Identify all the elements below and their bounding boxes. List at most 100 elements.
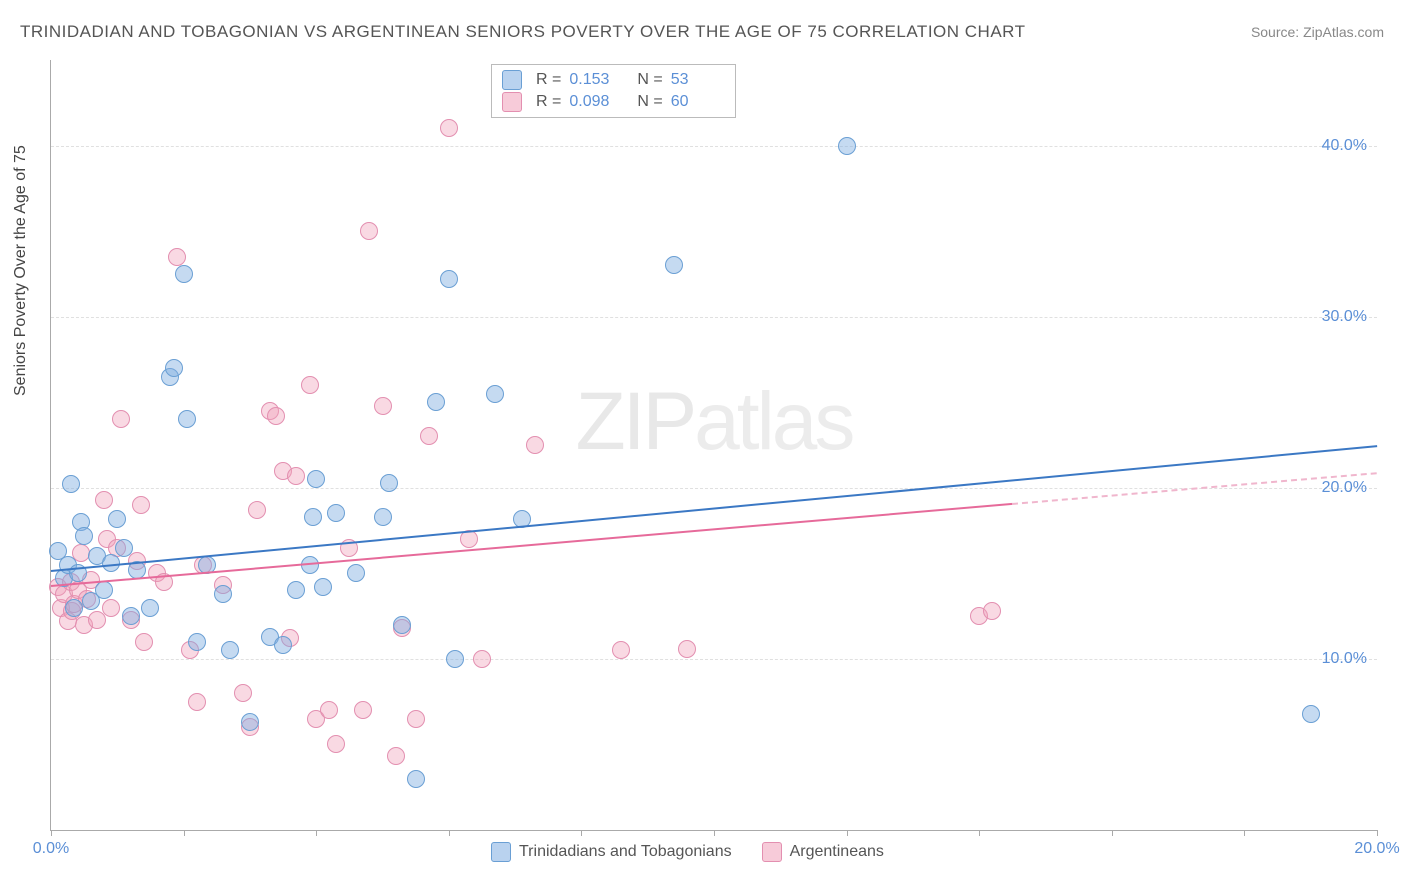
n-value-pink: 60 [671,91,725,113]
data-point-blue [327,504,345,522]
data-point-blue [393,616,411,634]
data-point-blue [214,585,232,603]
x-tick [1112,830,1113,836]
data-point-blue [407,770,425,788]
data-point-pink [327,735,345,753]
y-tick-label: 30.0% [1322,308,1367,326]
n-label: N = [637,69,662,91]
x-tick [979,830,980,836]
x-tick-label: 0.0% [33,840,69,858]
x-tick [316,830,317,836]
y-tick-label: 20.0% [1322,479,1367,497]
data-point-blue [374,508,392,526]
y-axis-label: Seniors Poverty Over the Age of 75 [12,145,30,396]
data-point-pink [374,397,392,415]
data-point-blue [307,470,325,488]
y-tick-label: 10.0% [1322,650,1367,668]
data-point-blue [175,265,193,283]
data-point-pink [526,436,544,454]
x-tick [1244,830,1245,836]
data-point-blue [486,385,504,403]
data-point-blue [165,359,183,377]
data-point-pink [612,641,630,659]
data-point-pink [112,410,130,428]
x-tick [184,830,185,836]
r-value-blue: 0.153 [569,69,623,91]
data-point-pink [95,491,113,509]
gridline [51,317,1377,318]
trendline-pink [51,503,1013,587]
data-point-blue [188,633,206,651]
legend-item-blue: Trinidadians and Tobagonians [491,842,732,862]
data-point-blue [838,137,856,155]
x-tick [847,830,848,836]
data-point-pink [354,701,372,719]
data-point-blue [665,256,683,274]
data-point-pink [983,602,1001,620]
data-point-pink [234,684,252,702]
data-point-pink [135,633,153,651]
x-tick [51,830,52,836]
data-point-blue [440,270,458,288]
data-point-blue [178,410,196,428]
data-point-pink [132,496,150,514]
r-label: R = [536,91,561,113]
n-label: N = [637,91,662,113]
data-point-pink [102,599,120,617]
data-point-blue [446,650,464,668]
n-value-blue: 53 [671,69,725,91]
data-point-pink [678,640,696,658]
r-label: R = [536,69,561,91]
r-value-pink: 0.098 [569,91,623,113]
data-point-pink [473,650,491,668]
legend-item-pink: Argentineans [762,842,884,862]
data-point-blue [380,474,398,492]
data-point-blue [115,539,133,557]
x-tick [449,830,450,836]
data-point-blue [141,599,159,617]
gridline [51,659,1377,660]
swatch-blue-icon [491,842,511,862]
x-tick-label: 20.0% [1354,840,1399,858]
data-point-pink [420,427,438,445]
x-tick [1377,830,1378,836]
data-point-blue [122,607,140,625]
y-tick-label: 40.0% [1322,137,1367,155]
data-point-pink [287,467,305,485]
watermark-part2: atlas [694,376,852,467]
data-point-blue [427,393,445,411]
data-point-pink [267,407,285,425]
data-point-pink [301,376,319,394]
data-point-pink [407,710,425,728]
watermark-part1: ZIP [576,376,695,467]
swatch-pink-icon [762,842,782,862]
x-tick [581,830,582,836]
source-attribution: Source: ZipAtlas.com [1251,24,1384,40]
x-tick [714,830,715,836]
data-point-blue [62,475,80,493]
watermark: ZIPatlas [576,375,853,469]
gridline [51,146,1377,147]
data-point-blue [108,510,126,528]
data-point-blue [65,599,83,617]
stats-legend: R = 0.153 N = 53 R = 0.098 N = 60 [491,64,736,118]
data-point-pink [440,119,458,137]
stats-row-blue: R = 0.153 N = 53 [502,69,725,91]
data-point-blue [75,527,93,545]
data-point-pink [320,701,338,719]
data-point-blue [347,564,365,582]
swatch-pink-icon [502,92,522,112]
data-point-blue [221,641,239,659]
swatch-blue-icon [502,70,522,90]
data-point-pink [168,248,186,266]
data-point-pink [248,501,266,519]
data-point-pink [188,693,206,711]
data-point-blue [95,581,113,599]
legend-label-blue: Trinidadians and Tobagonians [519,843,732,861]
stats-row-pink: R = 0.098 N = 60 [502,91,725,113]
data-point-pink [387,747,405,765]
data-point-blue [304,508,322,526]
chart-title: TRINIDADIAN AND TOBAGONIAN VS ARGENTINEA… [20,22,1026,42]
legend-label-pink: Argentineans [790,843,884,861]
correlation-chart: TRINIDADIAN AND TOBAGONIAN VS ARGENTINEA… [0,0,1406,892]
